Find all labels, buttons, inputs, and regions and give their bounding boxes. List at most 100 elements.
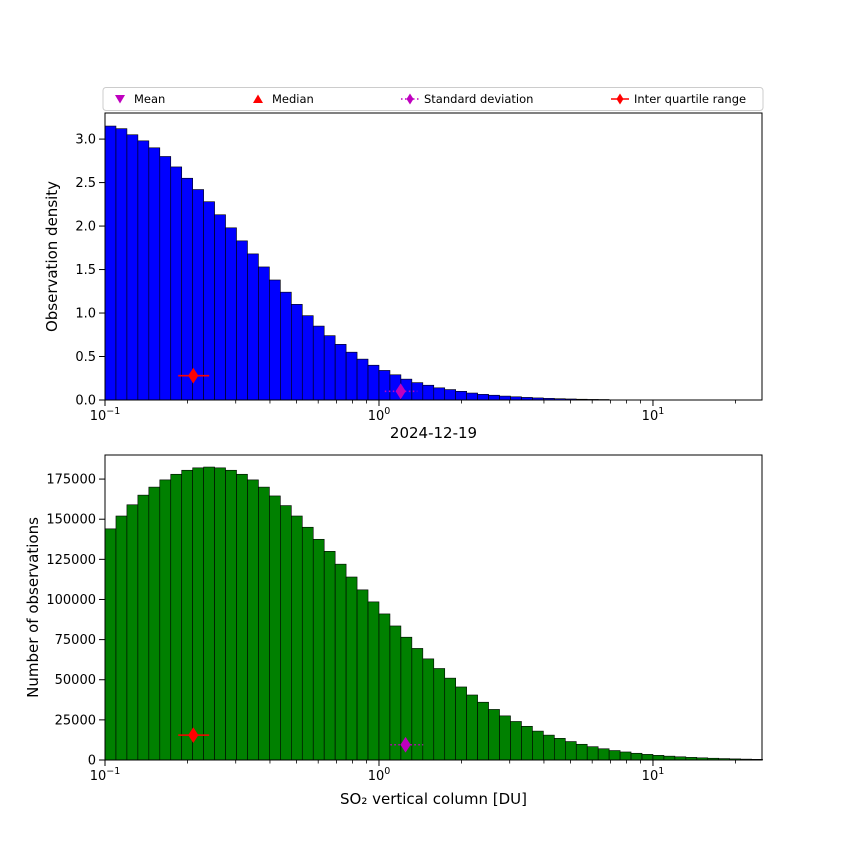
histogram-bar <box>192 467 204 761</box>
histogram-bar <box>499 715 511 761</box>
histogram-bar <box>137 140 150 401</box>
x-tick-label: 100 <box>368 766 391 784</box>
histogram-bar <box>115 515 128 761</box>
legend-label: Inter quartile range <box>634 92 746 106</box>
histogram-bar <box>301 315 314 401</box>
y-tick-label: 1.0 <box>75 307 96 322</box>
median-triangle-up-icon <box>253 94 263 103</box>
y-tick-label: 1.5 <box>75 263 96 278</box>
legend: Mean Median Standard deviation Inter quarti… <box>102 87 764 111</box>
histogram-bar <box>159 156 172 401</box>
x-tick-label: 10−1 <box>90 406 121 424</box>
x-tick-label: 10−1 <box>90 766 121 784</box>
axes-frame <box>104 454 763 761</box>
histogram-bar <box>466 694 478 761</box>
histogram-bar <box>214 467 226 761</box>
inter-quartile-range-marker <box>188 727 199 744</box>
histogram-bar <box>663 755 676 761</box>
diamond-solid-line-icon <box>616 93 624 105</box>
histogram-bar <box>543 734 555 761</box>
histogram-bar <box>356 358 369 401</box>
observation-density-histogram: 10−1 100 101 0.0 0.5 1.0 1.5 2.0 2.5 3.0 <box>75 112 763 424</box>
histogram-bar <box>301 526 314 761</box>
legend-entry-inter-quartile-range: Inter quartile range <box>611 92 746 106</box>
histogram-bar <box>422 658 435 761</box>
histogram-bar <box>378 370 391 401</box>
histogram-bar <box>236 240 248 401</box>
histogram-bar <box>356 589 369 761</box>
histogram-bar <box>334 344 347 401</box>
histogram-bar <box>203 201 215 401</box>
histogram-bar <box>312 325 325 401</box>
histogram-bar <box>214 214 226 401</box>
histogram-bar <box>367 601 380 761</box>
histogram-bar <box>477 701 489 761</box>
bottom-x-axis-label: SO₂ vertical column [DU] <box>340 790 527 808</box>
y-tick-label: 50000 <box>55 673 96 688</box>
histogram-bar <box>170 166 183 401</box>
histogram-bar <box>619 751 632 761</box>
diamond-dotted-line-icon <box>406 93 414 105</box>
histogram-bar <box>488 394 500 401</box>
histogram-bar <box>269 495 281 761</box>
histogram-bar <box>652 755 665 761</box>
histogram-bar <box>236 473 248 761</box>
histogram-bar <box>280 291 292 401</box>
histogram-bar <box>411 648 424 761</box>
histogram-bar <box>291 304 303 401</box>
histogram-bar <box>554 738 566 761</box>
axes-frame <box>104 112 763 401</box>
y-tick-label: 25000 <box>55 713 96 728</box>
histogram-bar <box>225 227 237 401</box>
legend-label: Standard deviation <box>424 92 533 106</box>
histogram-bar <box>378 613 391 761</box>
y-tick-label: 2.5 <box>75 176 96 191</box>
histogram-bar <box>444 677 456 761</box>
histogram-bar <box>564 741 577 761</box>
histogram-bar <box>597 748 610 761</box>
histogram-bar <box>269 279 281 401</box>
y-tick-label: 0.0 <box>75 394 96 409</box>
histogram-bar <box>203 466 215 761</box>
histogram-bar <box>258 486 270 761</box>
histogram-bar <box>586 746 599 761</box>
histogram-bar <box>510 721 522 761</box>
y-tick-label: 175000 <box>46 473 96 488</box>
histogram-bar <box>521 725 533 761</box>
histogram-bar <box>630 752 643 761</box>
x-tick-label: 101 <box>642 766 665 784</box>
histogram-bar <box>334 563 347 761</box>
histogram-bar <box>608 750 621 761</box>
histogram-bar <box>433 668 446 761</box>
bottom-y-axis-label: Number of observations <box>24 517 42 698</box>
histogram-bar <box>181 469 193 761</box>
x-tick-label: 101 <box>642 406 665 424</box>
histogram-bar <box>170 473 183 761</box>
histogram-bar <box>126 134 139 401</box>
histogram-bar <box>104 125 117 401</box>
y-tick-label: 150000 <box>46 513 96 528</box>
histogram-bar <box>389 625 402 761</box>
histogram-bar <box>575 743 588 761</box>
legend-entry-mean: Mean <box>115 92 165 106</box>
histogram-bar <box>258 266 270 401</box>
histogram-bar <box>488 709 500 761</box>
histogram-bar <box>126 504 139 761</box>
histogram-bar <box>148 147 161 401</box>
histogram-bar <box>291 515 303 761</box>
standard-deviation-marker <box>395 383 406 400</box>
histogram-bar <box>323 551 336 761</box>
histogram-bar <box>115 128 128 401</box>
inter-quartile-range-marker <box>188 367 199 384</box>
histogram-bar <box>466 392 478 401</box>
histogram-bar <box>247 253 259 401</box>
histogram-bar <box>499 395 511 401</box>
histogram-bar <box>641 754 654 761</box>
top-y-axis-label: Observation density <box>43 181 61 332</box>
y-tick-label: 2.0 <box>75 220 96 235</box>
histogram-bar <box>422 384 435 401</box>
histogram-bar <box>247 479 259 761</box>
histogram-bar <box>192 189 204 401</box>
